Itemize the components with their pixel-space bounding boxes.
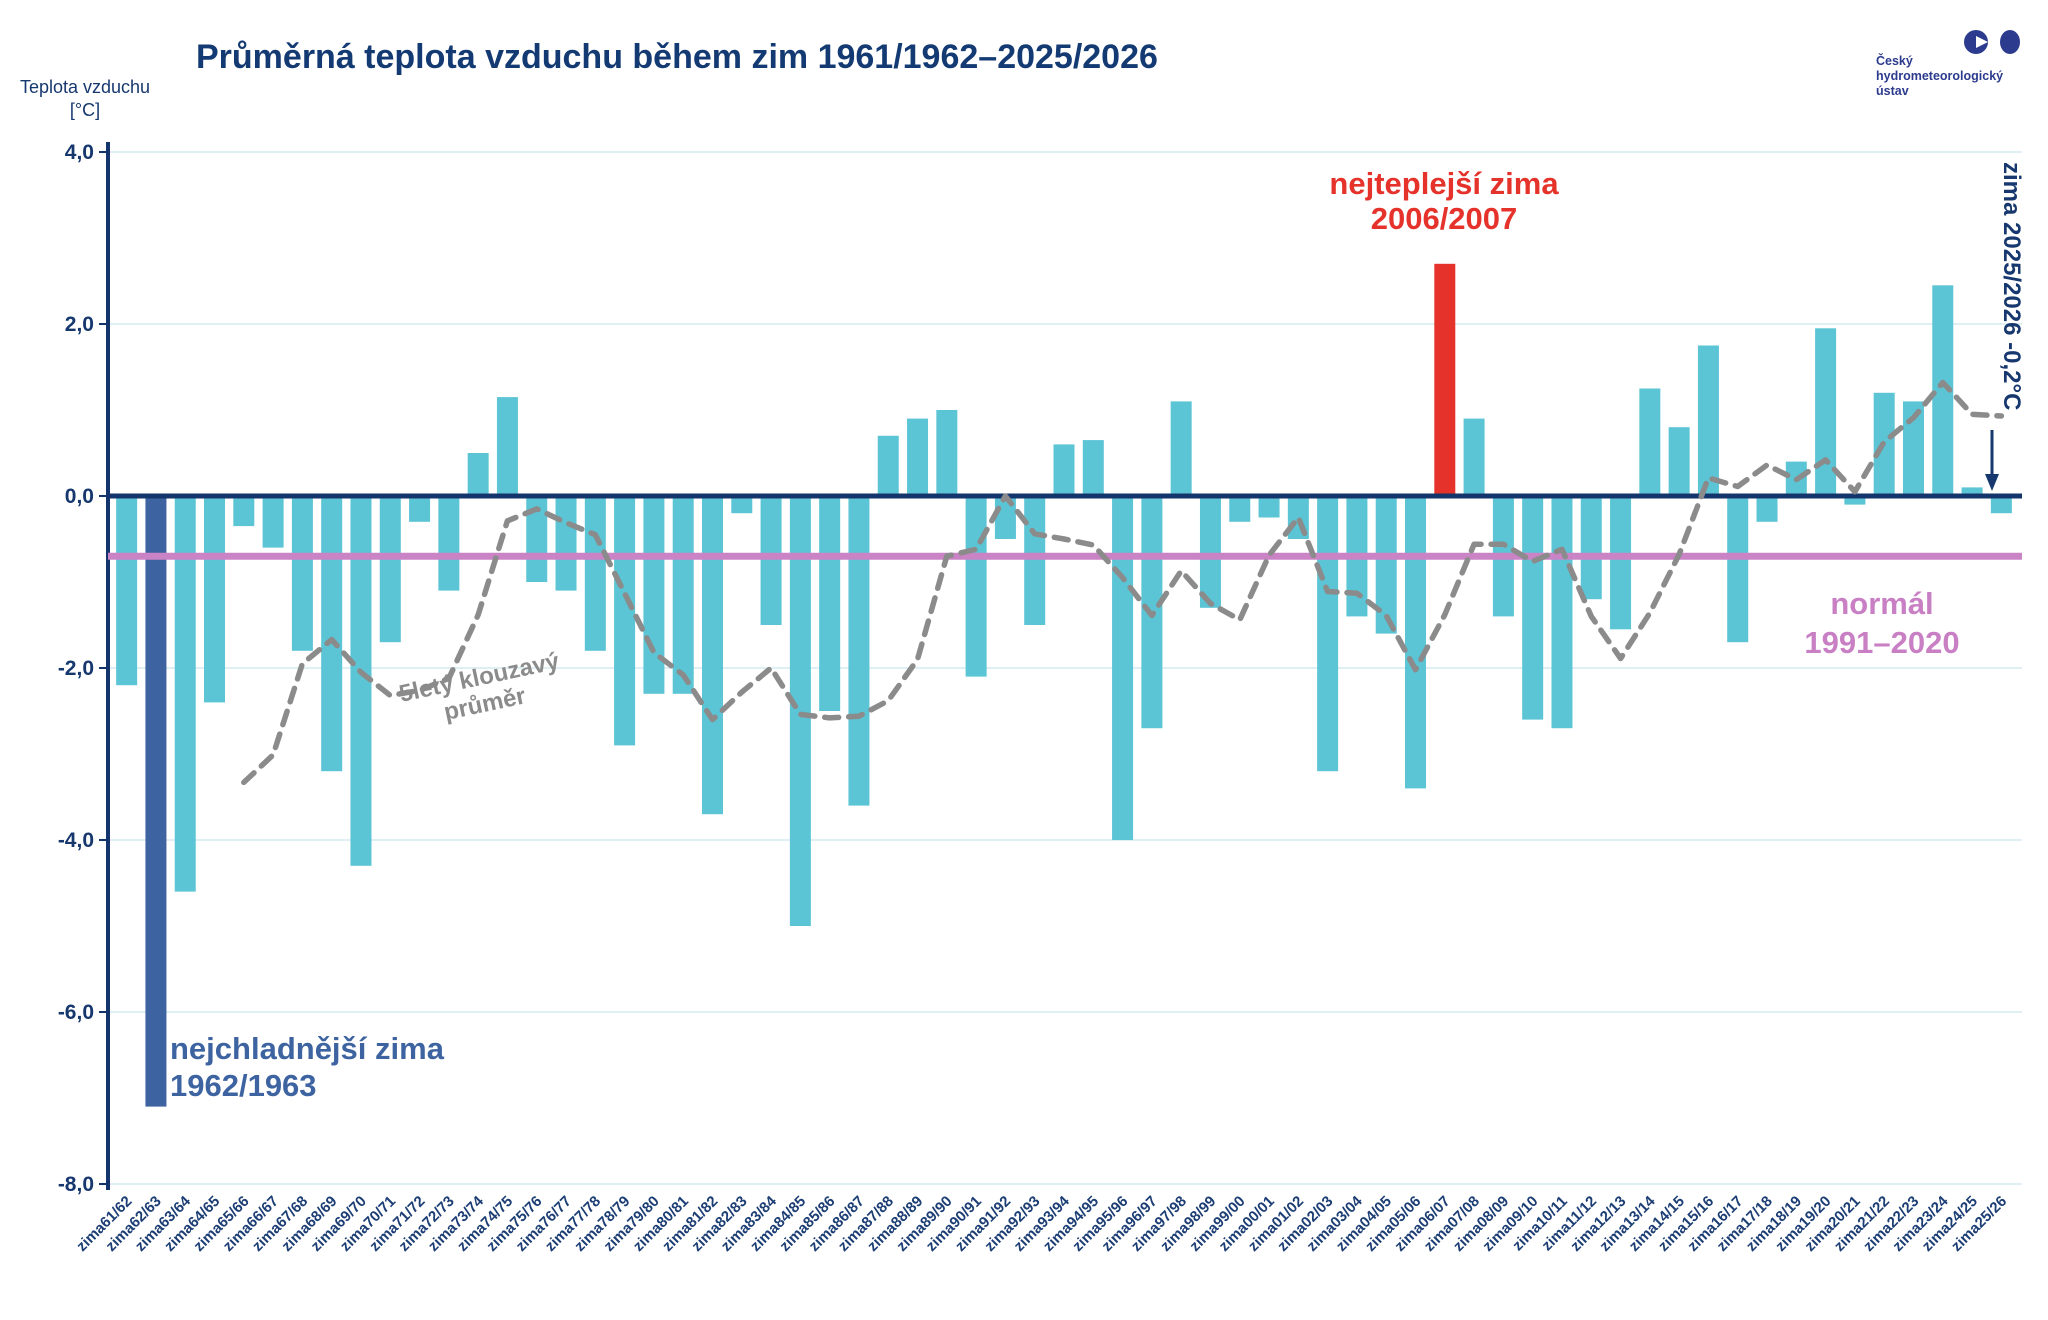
bar-zima86/87 (848, 496, 870, 806)
bar-zima94/95 (1082, 440, 1104, 496)
bar-zima74/75 (496, 397, 518, 496)
bar-zima14/15 (1668, 427, 1690, 496)
bar-zima25/26 (1990, 496, 2012, 514)
bar-zima98/99 (1199, 496, 1221, 608)
chmi-logo-line2: hydrometeorologický (1876, 69, 2004, 83)
y-axis-tick-label: -8,0 (58, 1173, 94, 1196)
warmest-winter-line1: nejteplejší zima (1329, 166, 1559, 201)
bar-zima20/21 (1844, 496, 1866, 505)
bar-zima63/64 (174, 496, 196, 892)
last-winter-annotation: zima 2025/2026 -0,2°C (1998, 162, 2025, 410)
chmi-logo-line1: Český (1876, 54, 1913, 68)
bar-zima79/80 (643, 496, 665, 694)
chmi-logo-text: Český hydrometeorologický ústav (1876, 54, 2003, 99)
bar-zima13/14 (1639, 388, 1661, 496)
y-axis-unit-label: Teplota vzduchu [°C] (10, 76, 160, 122)
bar-zima61/62 (116, 496, 138, 686)
bar-zima77/78 (584, 496, 606, 651)
bar-zima92/93 (1024, 496, 1046, 625)
bar-zima93/94 (1053, 444, 1075, 496)
bar-zima80/81 (672, 496, 694, 694)
y-axis-tick-label: 0,0 (65, 485, 94, 508)
bar-zima97/98 (1170, 401, 1192, 496)
bar-zima70/71 (379, 496, 401, 643)
bar-zima09/10 (1522, 496, 1544, 720)
bar-zima75/76 (526, 496, 548, 582)
bar-zima05/06 (1405, 496, 1427, 789)
bar-zima90/91 (965, 496, 987, 677)
normal-line-label-line1: normál (1830, 586, 1934, 621)
bar-zima16/17 (1727, 496, 1749, 643)
bar-zima67/68 (291, 496, 313, 651)
bar-zima23/24 (1932, 285, 1954, 496)
bar-zima68/69 (321, 496, 343, 772)
chmi-logo-line3: ústav (1876, 84, 1909, 98)
bar-zima22/23 (1902, 401, 1924, 496)
bar-zima73/74 (467, 453, 489, 496)
bar-zima64/65 (204, 496, 226, 703)
bar-zima89/90 (936, 410, 958, 496)
bar-zima06/07 (1434, 263, 1456, 496)
chmi-logo-icon (1964, 30, 2020, 54)
bar-zima83/84 (760, 496, 782, 625)
y-axis-tick-label: 4,0 (65, 141, 94, 164)
bar-zima82/83 (731, 496, 753, 514)
bar-zima65/66 (233, 496, 255, 527)
bar-zima84/85 (789, 496, 811, 926)
bar-zima66/67 (262, 496, 284, 548)
bar-zima24/25 (1961, 487, 1983, 496)
bar-zima11/12 (1580, 496, 1602, 600)
bar-zima87/88 (877, 435, 899, 496)
warmest-winter-line2: 2006/2007 (1370, 201, 1518, 236)
bar-zima88/89 (907, 418, 929, 496)
bar-zima85/86 (819, 496, 841, 711)
bar-zima02/03 (1317, 496, 1339, 772)
bar-zima99/00 (1229, 496, 1251, 522)
bar-zima07/08 (1463, 418, 1485, 496)
bar-zima72/73 (438, 496, 460, 591)
moving-average-line (241, 379, 2005, 786)
y-axis-tick-label: -4,0 (58, 829, 94, 852)
y-axis-unit-line1: Teplota vzduchu (19, 77, 151, 97)
bar-zima81/82 (701, 496, 723, 815)
warmest-winter-annotation: nejteplejší zima 2006/2007 (1329, 166, 1558, 236)
y-axis-tick-label: 2,0 (65, 313, 94, 336)
bar-zima19/20 (1815, 328, 1837, 496)
bar-zima15/16 (1697, 345, 1719, 496)
bar-zima10/11 (1551, 496, 1573, 729)
normal-line-label-line2: 1991–2020 (1804, 625, 1960, 660)
coldest-winter-line2: 1962/1963 (170, 1068, 317, 1103)
y-axis-tick-label: -6,0 (58, 1001, 94, 1024)
bar-zima12/13 (1610, 496, 1632, 630)
bar-zima69/70 (350, 496, 372, 866)
bar-zima62/63 (145, 496, 167, 1107)
bar-zima04/05 (1375, 496, 1397, 634)
coldest-winter-line1: nejchladnější zima (170, 1031, 444, 1066)
coldest-winter-annotation: nejchladnější zima 1962/1963 (170, 1030, 444, 1104)
bar-zima95/96 (1112, 496, 1134, 840)
y-axis-unit-line2: [°C] (69, 100, 101, 120)
bar-zima71/72 (409, 496, 431, 522)
normal-line-label: normál 1991–2020 (1804, 584, 1959, 662)
bar-zima00/01 (1258, 496, 1280, 518)
bar-zima17/18 (1756, 496, 1778, 522)
y-axis-tick-label: -2,0 (58, 657, 94, 680)
bar-zima76/77 (555, 496, 577, 591)
page-title: Průměrná teplota vzduchu během zim 1961/… (196, 38, 1158, 76)
bar-zima78/79 (614, 496, 636, 746)
last-winter-arrow-head (1985, 474, 1999, 491)
